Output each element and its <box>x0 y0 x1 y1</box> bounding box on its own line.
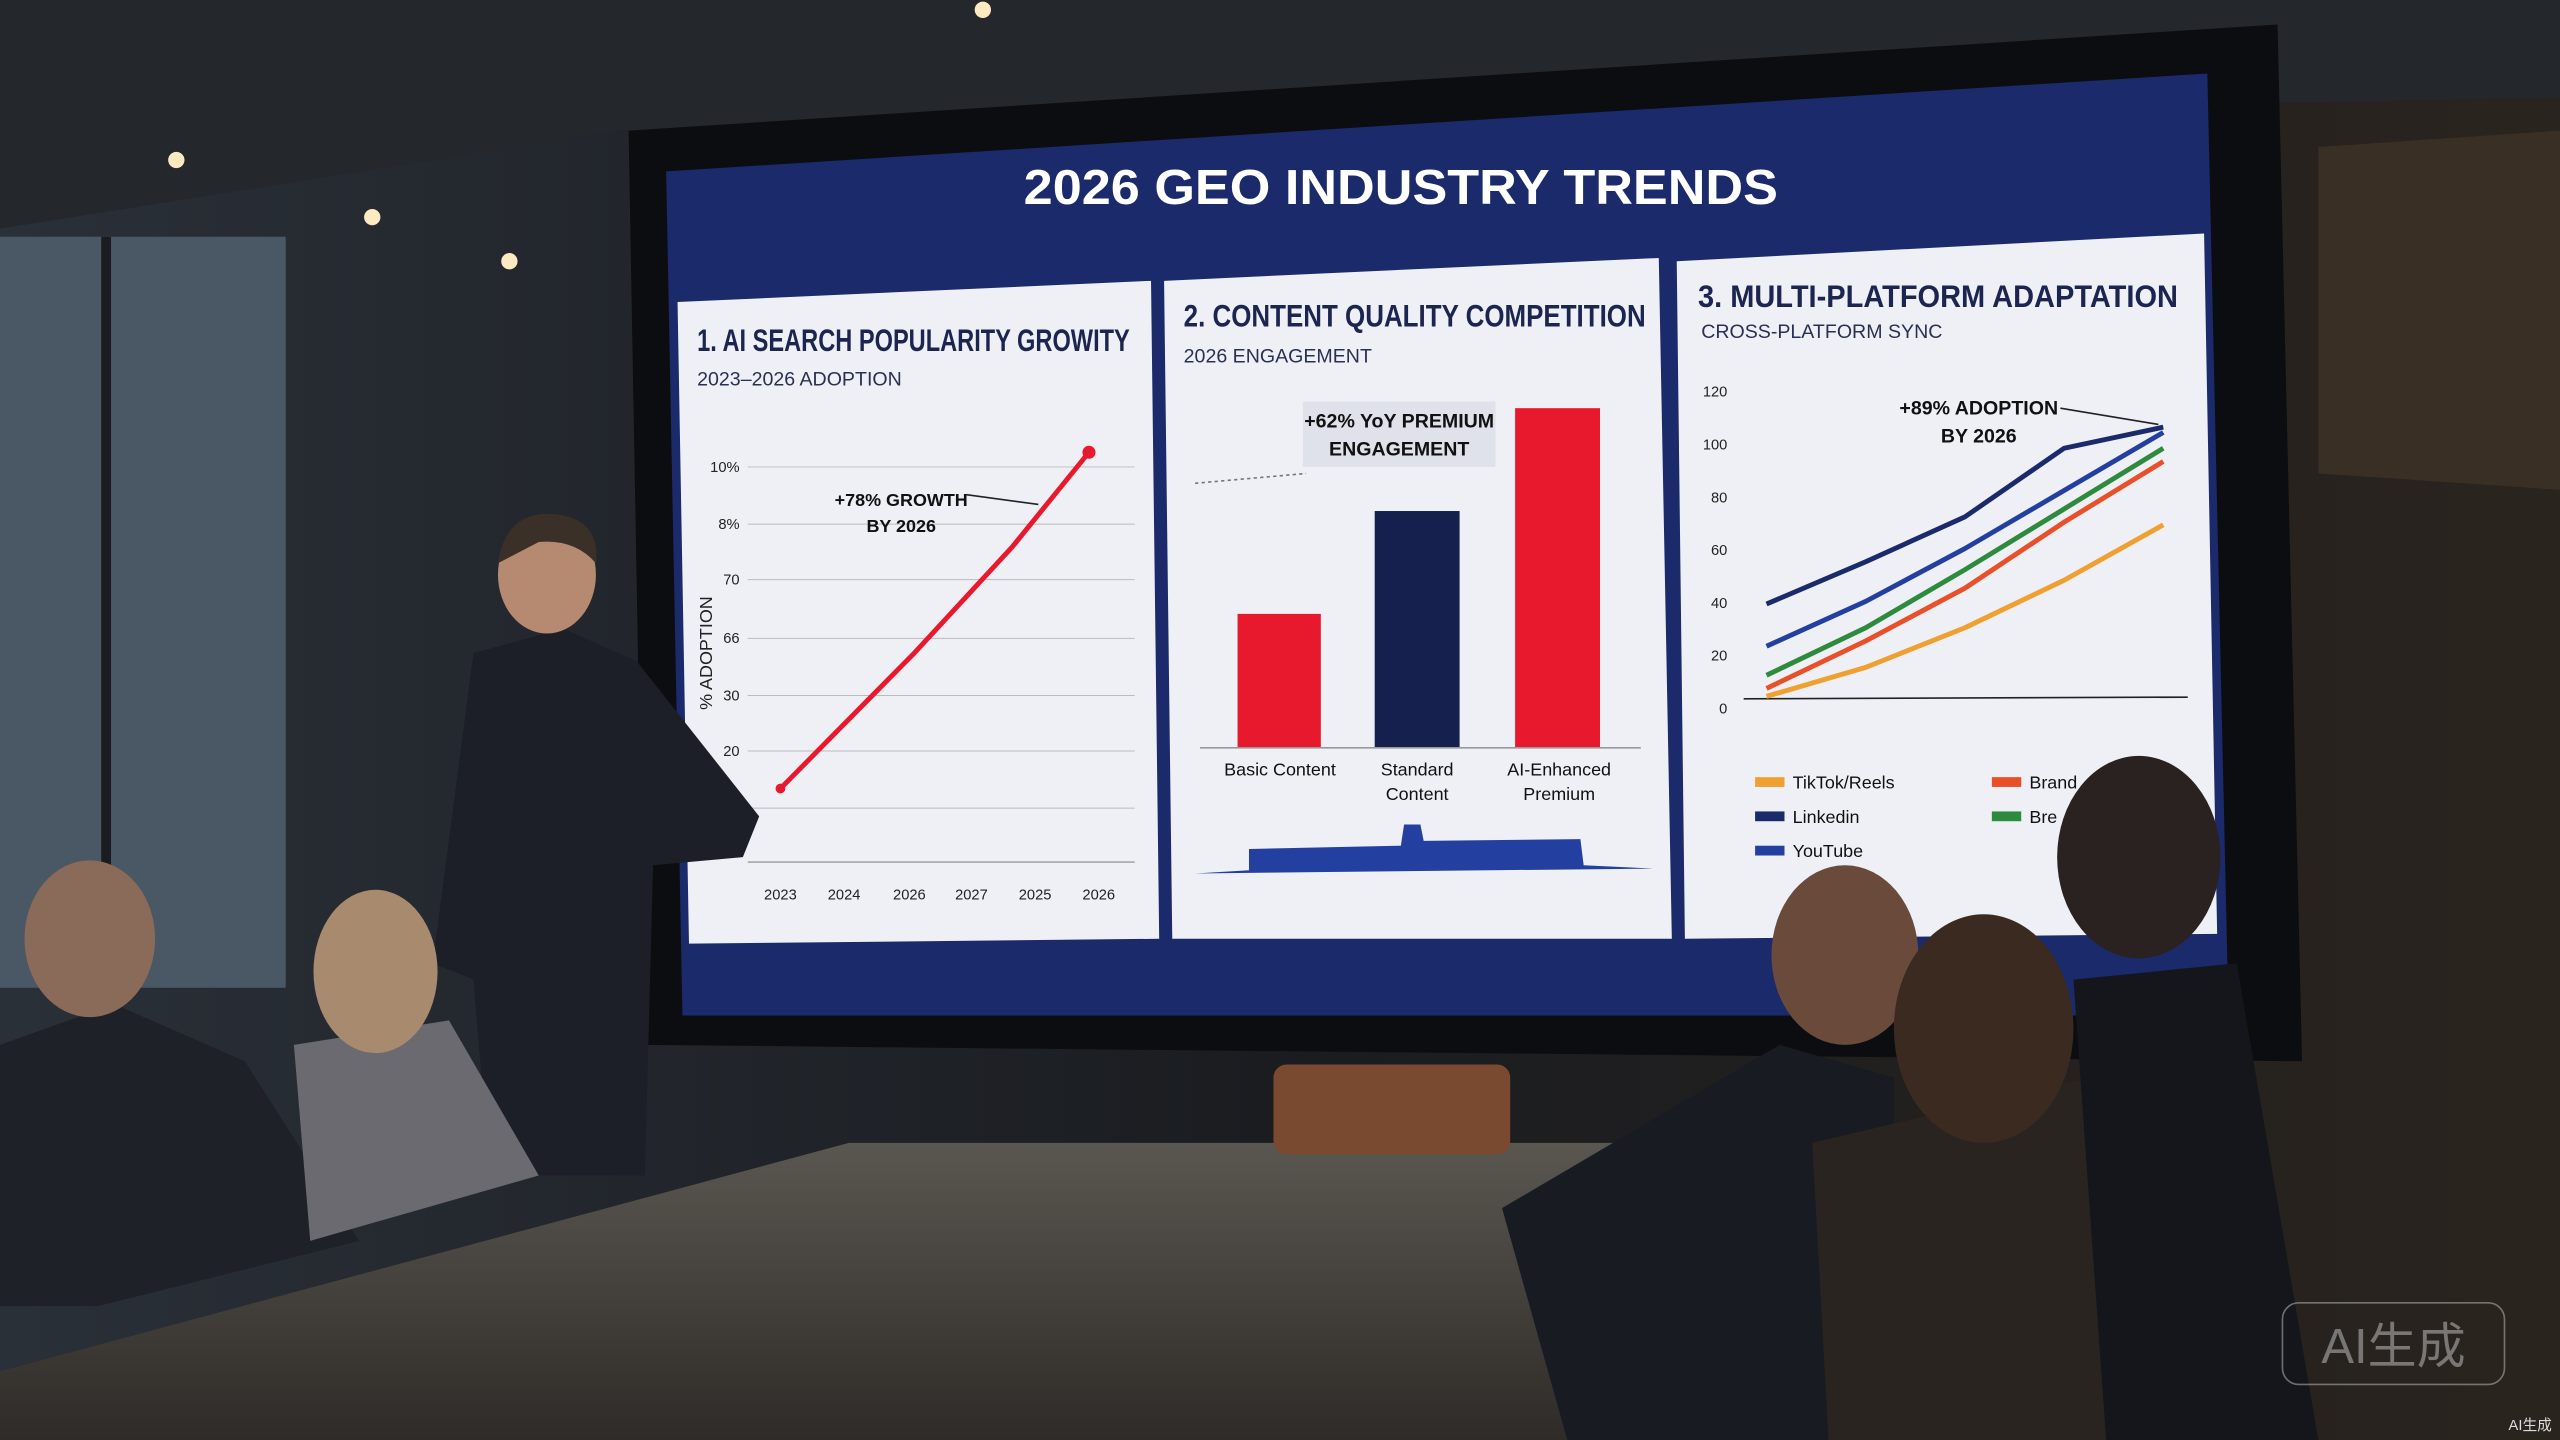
window <box>0 236 286 988</box>
panel-subtitle: 2026 ENGAGEMENT <box>1184 345 1372 367</box>
ceiling-light <box>168 151 185 169</box>
trend-line <box>778 450 1091 791</box>
bar <box>1237 613 1321 748</box>
audience-head <box>313 889 438 1054</box>
legend-swatch <box>1755 845 1785 856</box>
watermark-corner: AI生成 <box>2509 1417 2553 1434</box>
y-tick-label: 20 <box>723 744 739 760</box>
y-tick-label: 70 <box>723 572 739 588</box>
x-tick-label: 2026 <box>893 888 926 904</box>
audience-head <box>24 860 156 1018</box>
watermark-badge-frame <box>2281 1302 2506 1386</box>
y-tick-label: 20 <box>1711 649 1727 665</box>
annotation: BY 2026 <box>1941 425 2017 447</box>
wall-panel <box>2318 130 2560 490</box>
start-point <box>775 783 786 794</box>
audience-member <box>1502 1044 1894 1440</box>
ceiling-light <box>501 253 518 270</box>
legend-label: YouTube <box>1793 841 1864 861</box>
screen-title: 2026 GEO INDUSTRY TRENDS <box>1024 161 1778 215</box>
series-line <box>1765 522 2165 699</box>
annotation: +78% GROWTH <box>835 490 968 510</box>
y-tick-label: 30 <box>723 688 739 704</box>
y-tick-label: 66 <box>723 631 739 647</box>
annotation: +89% ADOPTION <box>1899 398 2058 420</box>
panel-subtitle: CROSS-PLATFORM SYNC <box>1701 321 1942 343</box>
panel <box>1676 233 2218 939</box>
series-line <box>1765 424 2164 607</box>
y-tick-label: 120 <box>1703 385 1728 401</box>
legend-swatch <box>1755 811 1785 822</box>
legend-label: Linkedin <box>1793 807 1860 827</box>
watermark-badge: AI生成 <box>2321 1320 2465 1374</box>
chair <box>1273 1064 1511 1155</box>
category-label: Premium <box>1523 784 1595 804</box>
category-label: Content <box>1386 784 1449 804</box>
annotation-pointer <box>2060 407 2159 426</box>
end-point <box>1082 445 1096 459</box>
presenter-hair <box>497 513 597 564</box>
x-tick-label: 2026 <box>1082 888 1115 904</box>
x-tick-label: 2027 <box>955 888 988 904</box>
ceiling-light <box>364 208 381 226</box>
x-tick-label: 2025 <box>1019 888 1052 904</box>
panel <box>677 280 1160 944</box>
x-tick-label: 2024 <box>828 888 861 904</box>
legend-swatch <box>1991 811 2022 822</box>
audience-member <box>1812 1077 2139 1440</box>
ceiling-light <box>974 1 992 18</box>
y-tick-label: 100 <box>1703 438 1728 454</box>
panel-title: 3. MULTI-PLATFORM ADAPTATION <box>1698 279 2178 314</box>
reference-line <box>1195 472 1307 485</box>
audience-head <box>2057 755 2221 959</box>
category-label: Basic Content <box>1224 760 1336 780</box>
y-tick-label: 80 <box>1711 490 1727 506</box>
legend-swatch <box>1755 777 1785 787</box>
y-tick-label: 40 <box>1711 596 1727 612</box>
series-line <box>1765 446 2165 678</box>
category-label: AI-Enhanced <box>1507 760 1611 780</box>
chart: % ADOPTION <box>696 445 1135 863</box>
annotation: +62% YoY PREMIUM <box>1304 411 1494 433</box>
y-tick-label: 0 <box>1719 701 1727 717</box>
y-tick-label: 10% <box>710 460 739 476</box>
panel-subtitle: 2023–2026 ADOPTION <box>697 368 902 390</box>
y-tick-label: 8% <box>718 517 739 533</box>
axis-line <box>1743 696 2188 700</box>
annotation-box <box>1302 401 1496 467</box>
bar <box>1515 408 1600 748</box>
panel-title: 1. AI SEARCH POPULARITY GROWITY <box>697 323 1130 358</box>
conference-table <box>0 1142 1796 1440</box>
legend-label: Bre <box>2029 807 2057 827</box>
annotation: ENGAGEMENT <box>1329 439 1469 461</box>
legend-label: Brand <box>2029 773 2077 793</box>
bar <box>1374 511 1460 748</box>
x-tick-label: 2023 <box>764 888 797 904</box>
series-line <box>1765 459 2165 691</box>
panel-title: 2. CONTENT QUALITY COMPETITION <box>1184 299 1646 334</box>
annotation-pointer <box>966 493 1039 506</box>
decorative-bar <box>1195 824 1653 874</box>
legend-label: TikTok/Reels <box>1793 773 1895 793</box>
audience-head <box>1771 865 1919 1045</box>
y-axis-label: % ADOPTION <box>696 596 716 710</box>
y-tick-label: 60 <box>1711 543 1727 559</box>
annotation: BY 2026 <box>866 516 936 536</box>
presenter <box>432 628 760 1176</box>
audience-head <box>1893 914 2074 1143</box>
category-label: Standard <box>1381 760 1454 780</box>
audience-member <box>293 1020 539 1241</box>
audience-member <box>0 1004 360 1307</box>
legend-swatch <box>1991 777 2022 787</box>
series-line <box>1765 430 2165 649</box>
